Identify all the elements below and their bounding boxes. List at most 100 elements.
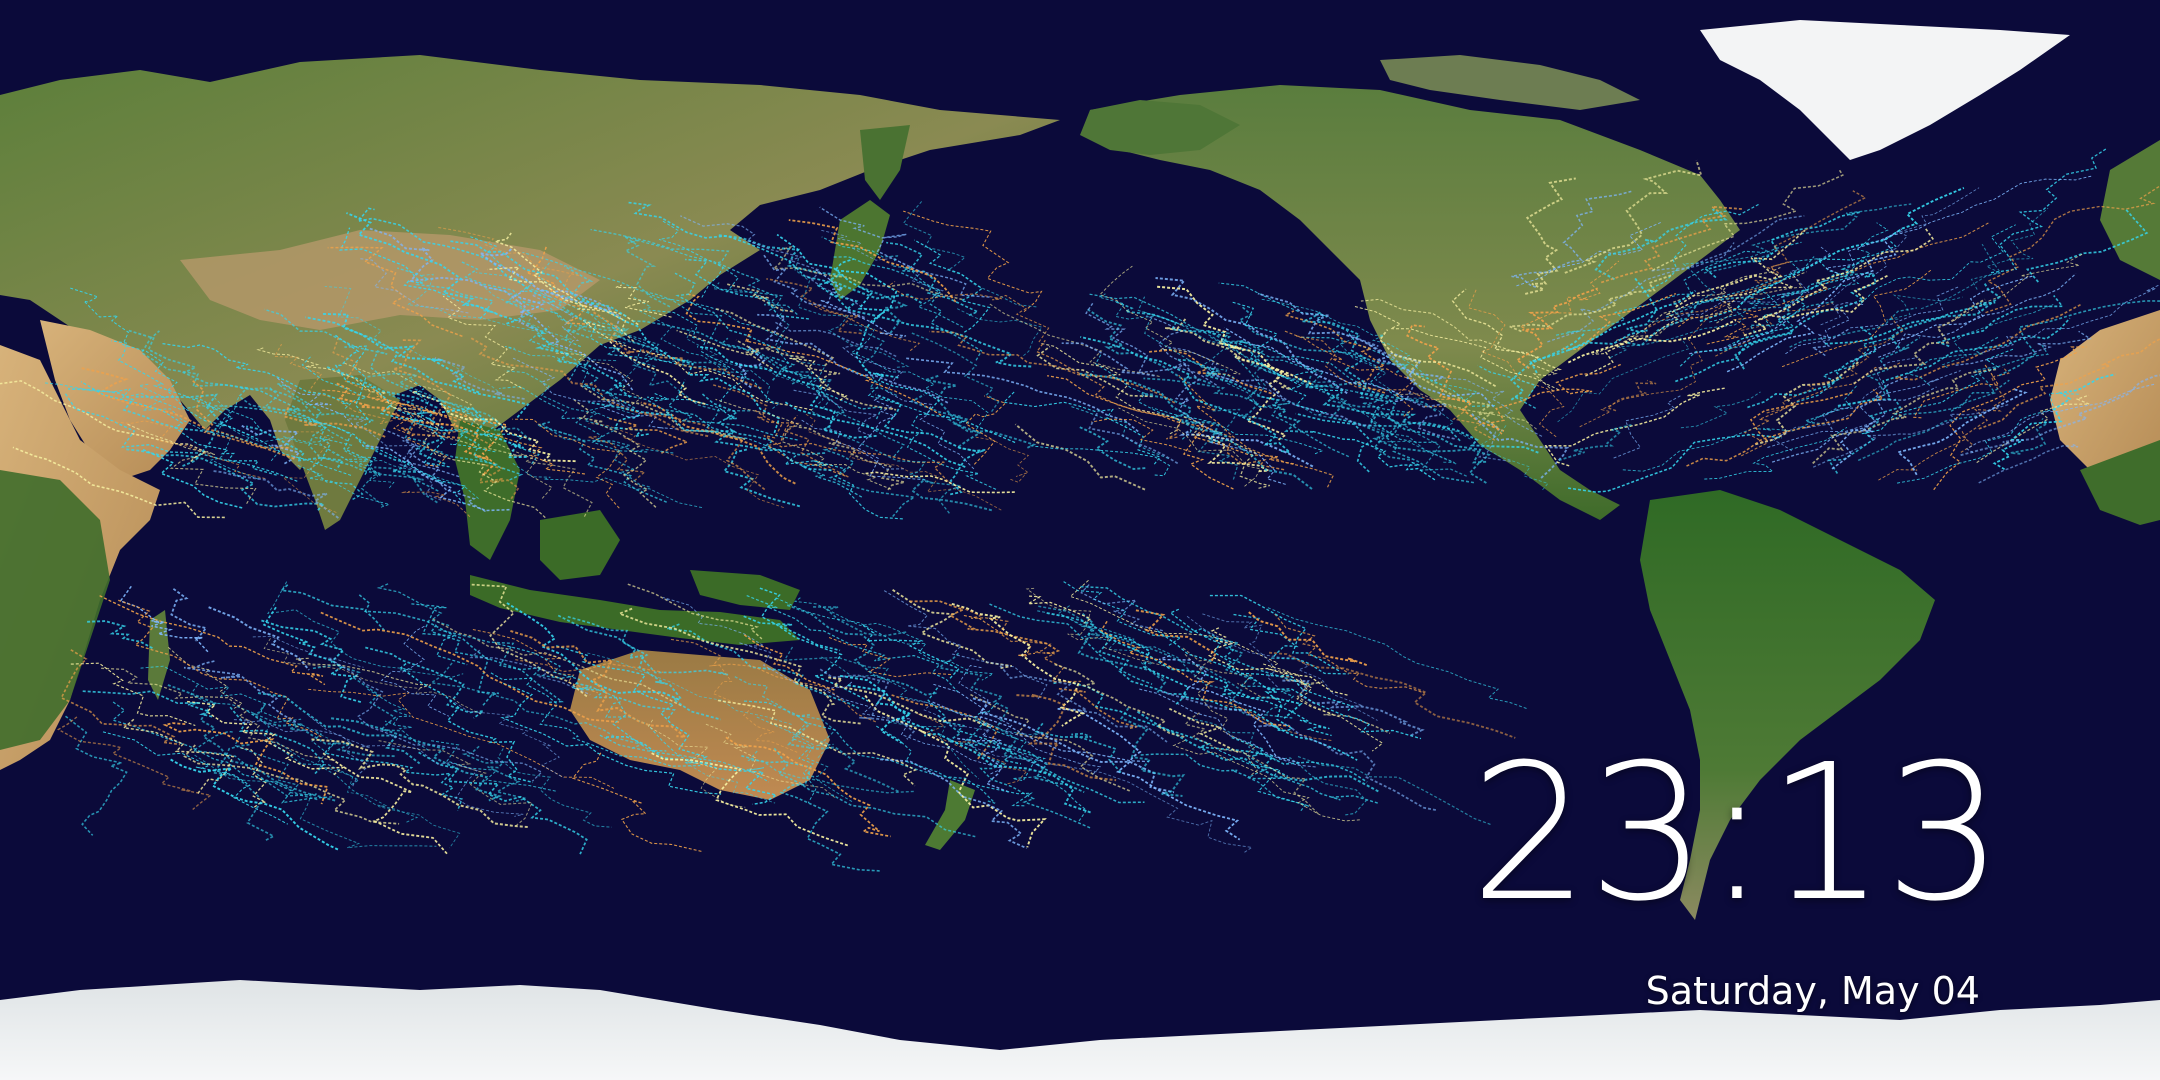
cyclone-track [1085, 307, 1211, 385]
cyclone-track [819, 668, 916, 740]
cyclone-track [99, 595, 326, 686]
cyclone-track [1740, 361, 1902, 457]
cyclone-track [821, 656, 1041, 737]
cyclone-track [1544, 387, 1726, 467]
cyclone-track [252, 636, 364, 668]
cyclone-track [125, 448, 326, 511]
cyclone-track [57, 716, 213, 811]
cyclone-track [763, 254, 865, 319]
landmass-indonesia [470, 575, 800, 645]
cyclone-track [773, 320, 897, 358]
cyclone-track [1205, 635, 1258, 687]
cyclone-track [937, 714, 1085, 794]
cyclone-track [666, 623, 860, 710]
cyclone-track [504, 370, 674, 454]
cyclone-track [295, 464, 391, 508]
cyclone-track [715, 308, 835, 367]
cyclone-track [685, 258, 809, 320]
cyclone-track [1519, 260, 1620, 329]
cyclone-track [1105, 633, 1303, 719]
cyclone-track [590, 228, 798, 315]
cyclone-track [933, 683, 1002, 742]
cyclone-track [1360, 298, 1558, 392]
cyclone-track [1955, 330, 2092, 366]
cyclone-track [510, 629, 689, 739]
cyclone-track [1264, 359, 1410, 414]
cyclone-track [1257, 292, 1447, 382]
cyclone-track [604, 386, 734, 435]
cyclone-track [1014, 423, 1146, 491]
clock-date: Saturday, May 04 [1645, 969, 1980, 1013]
cyclone-track [344, 345, 372, 429]
cyclone-track [386, 403, 450, 468]
cyclone-track [910, 332, 1000, 413]
cyclone-track [322, 752, 449, 856]
cyclone-track [69, 287, 202, 420]
cyclone-track [1030, 445, 1171, 477]
cyclone-track [342, 362, 553, 499]
cyclone-track [541, 423, 650, 488]
cyclone-track [1301, 336, 1437, 443]
cyclone-track [773, 747, 976, 838]
cyclone-track [927, 687, 1022, 765]
cyclone-track [735, 339, 897, 411]
cyclone-track [1164, 318, 1292, 391]
cyclone-track [789, 357, 848, 401]
cyclone-track [823, 280, 1032, 368]
cyclone-track [1232, 354, 1350, 458]
cyclone-track [1207, 329, 1437, 412]
cyclone-track [1606, 379, 1657, 412]
cyclone-track [388, 393, 498, 466]
cyclone-track [1139, 688, 1318, 768]
cyclone-track [367, 227, 539, 332]
cyclone-track [1054, 663, 1185, 738]
cyclone-track [1886, 294, 1963, 321]
landmass-japan [830, 200, 890, 300]
cyclone-track [1970, 207, 2049, 290]
cyclone-track [828, 637, 952, 678]
cyclone-track [1824, 175, 2093, 274]
cyclone-track [371, 394, 448, 467]
cyclone-track [1335, 333, 1471, 440]
cyclone-track [1406, 324, 1505, 432]
cyclone-track [818, 380, 905, 457]
cyclone-track [407, 443, 486, 513]
cyclone-track [534, 421, 668, 503]
cyclone-track [1936, 294, 2065, 348]
cyclone-track [240, 747, 267, 809]
cyclone-track [1378, 329, 1497, 387]
cyclone-track [615, 284, 672, 318]
cyclone-track [633, 296, 781, 409]
cyclone-track [0, 380, 207, 463]
cyclone-track [1143, 377, 1272, 423]
cyclone-track [1976, 394, 2090, 464]
cyclone-track [951, 602, 1086, 727]
cyclone-track [256, 347, 438, 429]
cyclone-track [815, 384, 962, 514]
cyclone-track [1727, 222, 1889, 346]
cyclone-track [1675, 229, 1806, 308]
cyclone-track [1706, 312, 1759, 345]
cyclone-track [588, 435, 647, 482]
cyclone-track [264, 385, 348, 442]
cyclone-track [1295, 412, 1373, 473]
cyclone-track [804, 412, 1002, 511]
cyclone-track [1100, 620, 1291, 728]
cyclone-track [358, 594, 500, 706]
cyclone-track [711, 383, 849, 478]
cyclone-track [1853, 298, 1986, 385]
cyclone-track [1169, 608, 1354, 711]
cyclone-track [722, 448, 801, 508]
cyclone-track [487, 266, 635, 343]
cyclone-track [330, 717, 503, 802]
cyclone-track [418, 751, 588, 855]
cyclone-track [1747, 325, 1877, 409]
cyclone-track [1027, 595, 1093, 625]
cyclone-track [263, 638, 481, 715]
cyclone-track [651, 752, 849, 847]
cyclone-track [392, 401, 461, 439]
cyclone-track [1311, 430, 1436, 481]
cyclone-track [399, 663, 534, 784]
cyclone-track [1260, 298, 1479, 401]
cyclone-track [960, 606, 1082, 683]
